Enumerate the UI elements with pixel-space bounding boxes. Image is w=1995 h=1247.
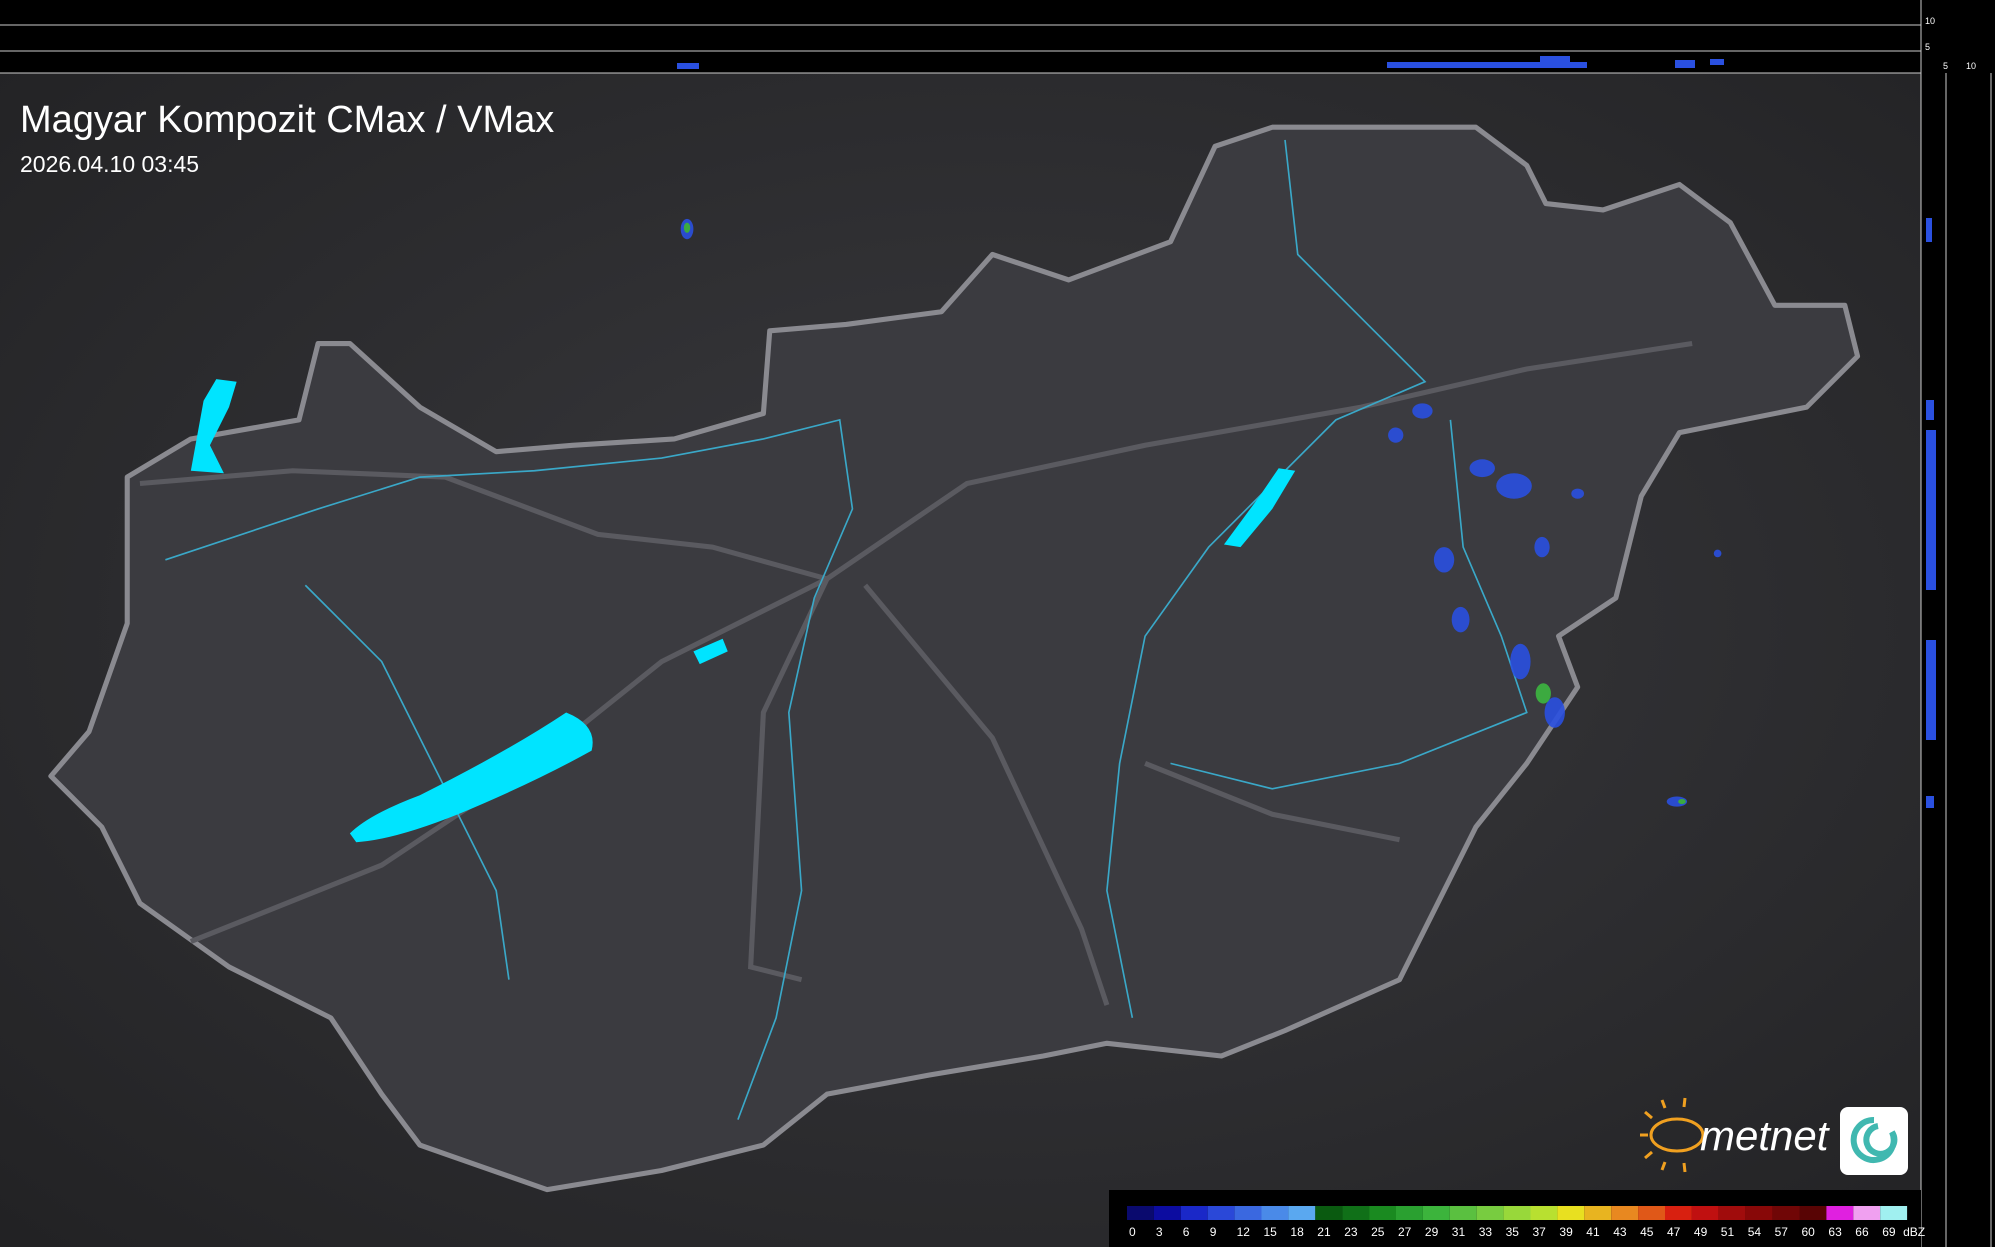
legend-label: 21 (1317, 1225, 1331, 1239)
legend: 0 3 6 9 12 15 18 21 23 25 27 29 31 33 35 37 39 41 43 45 47 49… (1127, 1206, 1925, 1239)
country-outline (48, 124, 1861, 1193)
profile-tick: 5 (1943, 61, 1948, 71)
map-timestamp: 2026.04.10 03:45 (20, 151, 199, 177)
legend-label: 57 (1775, 1225, 1789, 1239)
map-title: Magyar Kompozit CMax / VMax (20, 99, 554, 141)
legend-swatch (1745, 1206, 1773, 1220)
legend-swatch (1342, 1206, 1370, 1220)
legend-swatch (1691, 1206, 1719, 1220)
legend-swatch (1853, 1206, 1881, 1220)
legend-swatch (1476, 1206, 1504, 1220)
profile-tick: 5 (1925, 42, 1930, 52)
legend-swatch (1369, 1206, 1396, 1220)
legend-label: 63 (1828, 1225, 1842, 1239)
profile-tick: 10 (1966, 61, 1976, 71)
legend-unit: dBZ (1903, 1225, 1925, 1239)
legend-swatch (1503, 1206, 1531, 1220)
legend-swatch (1826, 1206, 1854, 1220)
legend-label: 29 (1425, 1225, 1439, 1239)
legend-swatch (1880, 1206, 1908, 1220)
legend-label: 23 (1344, 1225, 1358, 1239)
legend-label: 47 (1667, 1225, 1681, 1239)
legend-label: 51 (1721, 1225, 1735, 1239)
map-layer (48, 124, 1861, 1193)
legend-swatch (1261, 1206, 1289, 1220)
legend-label: 37 (1533, 1225, 1547, 1239)
logo: metnet (1640, 1097, 1908, 1175)
legend-label: 0 (1129, 1225, 1136, 1239)
legend-swatch (1127, 1206, 1154, 1220)
legend-label: 35 (1506, 1225, 1520, 1239)
profile-echoes (1926, 218, 1936, 808)
legend-swatch (1530, 1206, 1558, 1220)
lakes (190, 379, 1296, 843)
profile-echoes (677, 56, 1724, 69)
legend-swatch (1180, 1206, 1208, 1220)
legend-swatch (1449, 1206, 1477, 1220)
legend-swatch (1207, 1206, 1235, 1220)
legend-label: 18 (1290, 1225, 1304, 1239)
legend-swatch (1718, 1206, 1746, 1220)
legend-label: 39 (1559, 1225, 1573, 1239)
legend-label: 33 (1479, 1225, 1493, 1239)
legend-swatch (1234, 1206, 1262, 1220)
logo-text: metnet (1700, 1112, 1831, 1159)
legend-label: 45 (1640, 1225, 1654, 1239)
legend-label: 9 (1210, 1225, 1217, 1239)
legend-swatch (1772, 1206, 1800, 1220)
radar-echoes-strong (683, 222, 1686, 805)
legend-label: 31 (1452, 1225, 1466, 1239)
legend-label: 27 (1398, 1225, 1412, 1239)
legend-label: 43 (1613, 1225, 1627, 1239)
legend-swatch (1557, 1206, 1585, 1220)
legend-swatch (1396, 1206, 1423, 1220)
legend-swatch (1799, 1206, 1827, 1220)
radar-echoes (680, 218, 1722, 807)
legend-swatch (1288, 1206, 1316, 1220)
legend-label: 66 (1855, 1225, 1869, 1239)
legend-label: 69 (1882, 1225, 1896, 1239)
legend-swatch (1153, 1206, 1181, 1220)
profile-tick: 10 (1925, 16, 1935, 26)
legend-label: 54 (1748, 1225, 1762, 1239)
side-profile (1921, 0, 1995, 1247)
legend-swatch (1638, 1206, 1665, 1220)
legend-swatch (1315, 1206, 1343, 1220)
legend-label: 12 (1237, 1225, 1251, 1239)
legend-label: 15 (1264, 1225, 1278, 1239)
legend-label: 49 (1694, 1225, 1708, 1239)
legend-label: 25 (1371, 1225, 1385, 1239)
legend-label: 41 (1586, 1225, 1600, 1239)
legend-swatch (1611, 1206, 1639, 1220)
legend-label: 3 (1156, 1225, 1163, 1239)
legend-swatch (1422, 1206, 1450, 1220)
top-profile (0, 0, 1921, 73)
legend-label: 60 (1802, 1225, 1816, 1239)
legend-swatch (1665, 1206, 1692, 1220)
legend-label: 6 (1183, 1225, 1190, 1239)
legend-swatch (1584, 1206, 1612, 1220)
